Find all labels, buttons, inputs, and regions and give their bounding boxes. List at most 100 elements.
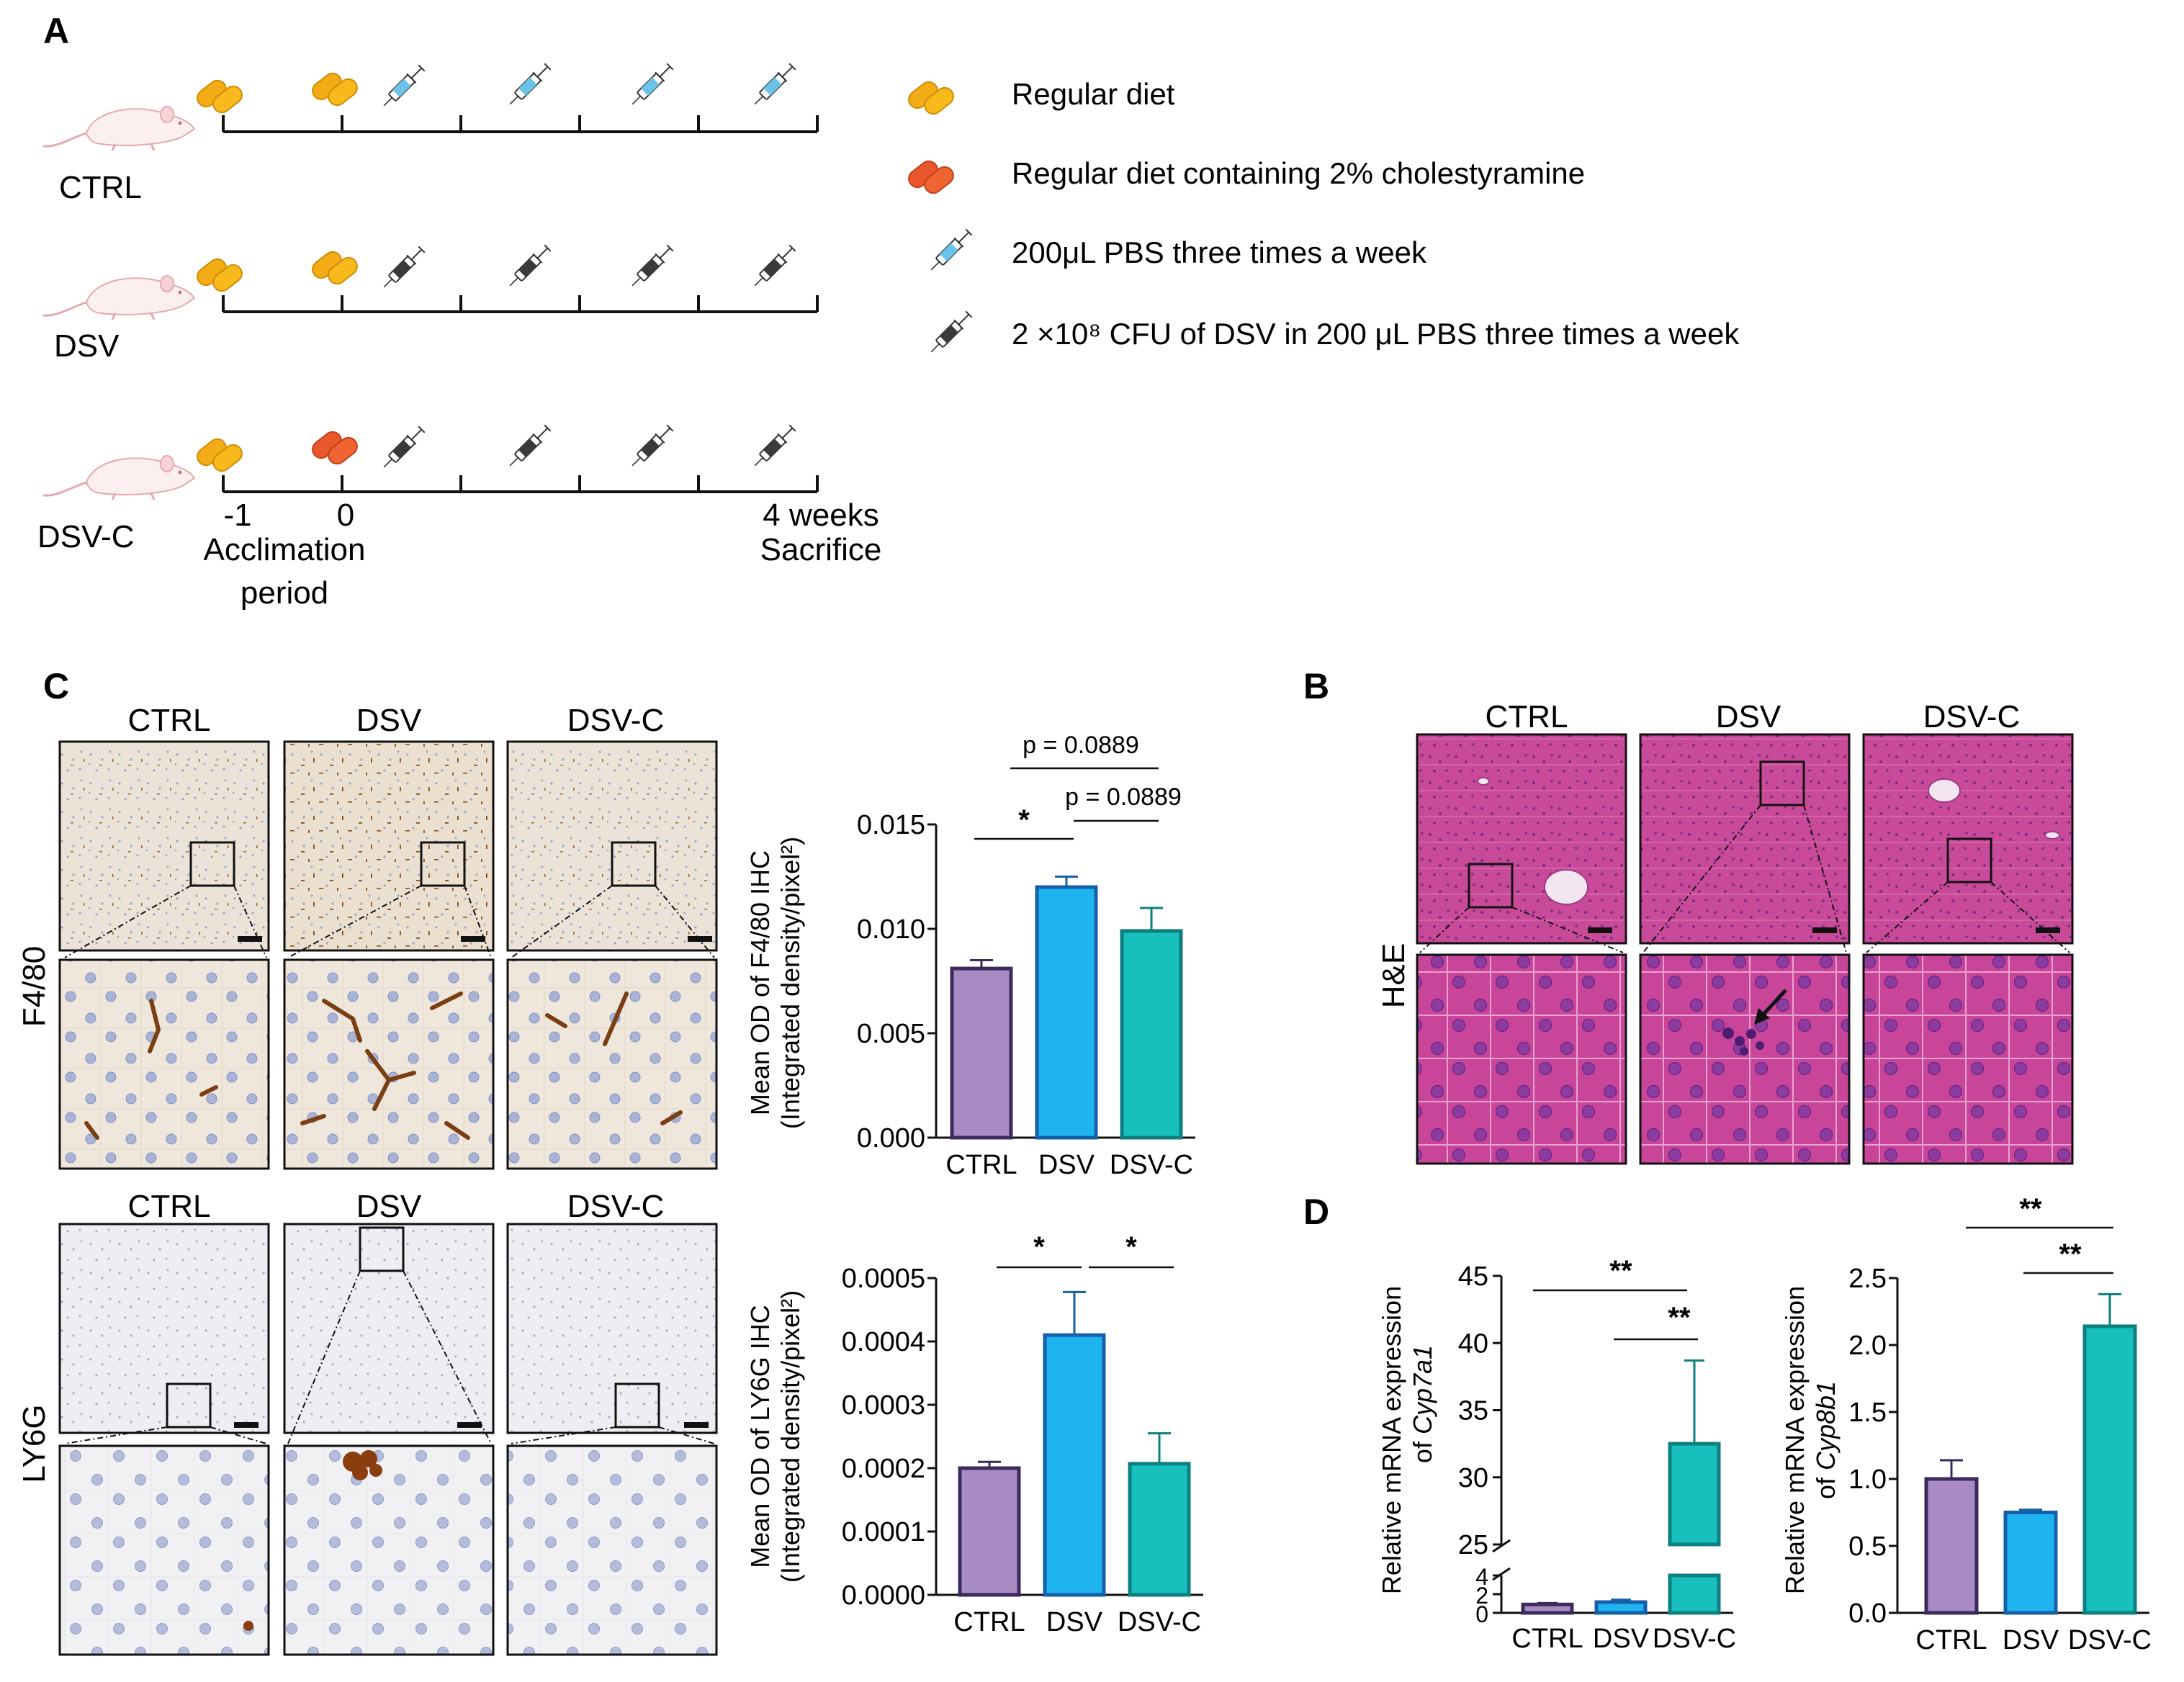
y-tick-label: 0.000 [857,1123,925,1153]
y-tick-label: 0.0001 [842,1517,925,1547]
ihc-ly6g-zoom-dsvc [506,1444,718,1656]
sig-label: p = 0.0889 [1023,732,1139,759]
ihc-ly6g-overview-dsvc [506,1223,718,1434]
x-tick-label: DSV [1593,1624,1650,1654]
panel-c-letter: C [43,666,69,706]
y-axis-label: of Cyp8b1 [1811,1381,1841,1499]
x-tick-label: CTRL [945,1150,1017,1180]
bar-ctrl [958,1466,1021,1597]
regular-diet-pill-icon [308,68,361,110]
x-tick-label: DSV-C [1653,1624,1736,1654]
y-tick-label: 45 [1458,1262,1488,1292]
ihc-f480-overview-dsv [283,740,495,952]
y-tick-label: 0.0002 [842,1454,925,1484]
x-tick-label: DSV-C [1118,1607,1201,1637]
mouse-icon [42,105,196,152]
y-axis-label-prefix: of [1408,1434,1437,1463]
y-tick-label: 2.0 [1848,1331,1887,1361]
sacrifice-caption: Sacrifice [760,532,882,567]
y-tick-label: 2 [1475,1583,1488,1609]
x-tick-label: CTRL [1915,1625,1987,1655]
y-axis-label: (Integrated density/pixel²) [776,1290,805,1583]
ihc-ly6g-overview-ctrl [58,1223,270,1434]
he-zoom-dsvc [1862,953,2074,1165]
bar-dsv-c-lower [1668,1573,1721,1615]
regular-diet-pill-icon [193,254,246,296]
timeline-tick-start: -1 [223,498,251,533]
group-row-ctrl: CTRL [42,61,819,205]
chart-cyp8b1: 0.0 0.5 1.0 1.5 2.0 2.5 CTRL DSV DSV-C ** ** Relati… [1780,1193,2152,1655]
regular-diet-pill-icon [904,77,958,119]
bar-dsv [2003,1511,2058,1615]
x-tick-label: DSV [1038,1150,1095,1180]
dsv-syringe-icon [504,423,553,472]
column-label-ctrl: CTRL [128,703,211,738]
scale-bars [1588,927,2060,933]
dsv-syringe-icon [749,243,798,292]
y-tick-label: 2.5 [1848,1264,1887,1294]
regular-diet-pill-icon [193,76,246,117]
zoom-guides [64,885,715,958]
y-tick-label: 0.010 [857,914,925,945]
column-label-dsvc: DSV-C [567,1189,664,1224]
group-label-ctrl: CTRL [59,170,142,205]
bar-dsv-c [1128,1462,1191,1597]
panel-a-legend: Regular diet Regular diet containing 2% … [904,77,1740,358]
regular-diet-pill-icon [193,434,246,476]
timeline-tick-end: 4 weeks [763,498,878,533]
dsv-syringe-icon [626,423,675,472]
mouse-icon [42,274,196,321]
dsv-syringe-icon [378,244,427,293]
x-tick-label: DSV-C [1110,1150,1193,1180]
arrow-icon [1754,989,1787,1025]
dsv-syringe-icon [626,243,675,292]
sig-label: * [1125,1231,1137,1263]
timeline-ticks [222,295,819,312]
bar-dsv-c [1120,929,1183,1140]
ihc-f480-zoom-dsv [283,958,495,1170]
dsv-syringe-icon [749,423,798,472]
pbs-syringe-icon [749,61,798,110]
y-tick-label: 0.0000 [842,1580,925,1611]
pbs-syringe-icon [378,63,427,112]
sig-label: ** [1609,1255,1632,1287]
legend-label: Regular diet [1012,77,1175,111]
row-label-f480: F4/80 [17,946,52,1027]
y-tick-label: 25 [1458,1530,1488,1560]
y-axis-gene-name: Cyp7a1 [1408,1345,1437,1434]
x-tick-label: DSV-C [2068,1625,2152,1655]
y-tick-label: 0.0004 [842,1327,925,1357]
scale-bars [238,936,712,942]
y-tick-label: 0.015 [857,810,925,840]
bar-dsv-c-upper [1668,1442,1721,1547]
y-tick-label: 0 [1475,1601,1488,1627]
group-label-dsv: DSV [54,328,120,364]
column-label-ctrl: CTRL [128,1189,211,1224]
x-tick-label: DSV [1046,1607,1103,1637]
bar-ctrl [950,966,1013,1140]
mouse-icon [42,454,196,501]
row-label-ly6g: LY6G [17,1404,52,1483]
sig-label: ** [1668,1302,1691,1334]
column-label-dsv: DSV [356,703,422,738]
panel-a-letter: A [43,11,69,51]
bar-dsv-c [2082,1324,2137,1615]
he-overview-ctrl [1416,733,1627,945]
regular-diet-pill-icon [308,247,361,289]
ihc-f480-zoom-ctrl [58,958,270,1170]
sig-label: ** [2059,1238,2082,1270]
y-tick-label: 1.5 [1848,1398,1887,1428]
he-zoom-ctrl [1416,953,1627,1165]
column-label-dsv: DSV [1716,699,1781,734]
he-zoom-dsv [1639,953,1851,1165]
ihc-f480-overview-ctrl [58,740,270,952]
y-tick-label: 35 [1458,1396,1488,1426]
pbs-syringe-icon [925,227,974,276]
zoom-boxes [189,841,657,887]
ihc-ly6g-zoom-dsv [283,1444,495,1656]
y-tick-label: 0.0005 [842,1264,925,1294]
group-row-dsvc: DSV-C -1 0 4 weeks Acclimation period Sa… [37,423,881,611]
y-tick-label: 4 [1475,1564,1488,1590]
x-tick-label: DSV [2003,1625,2059,1655]
zoom-guides [1419,804,2070,953]
